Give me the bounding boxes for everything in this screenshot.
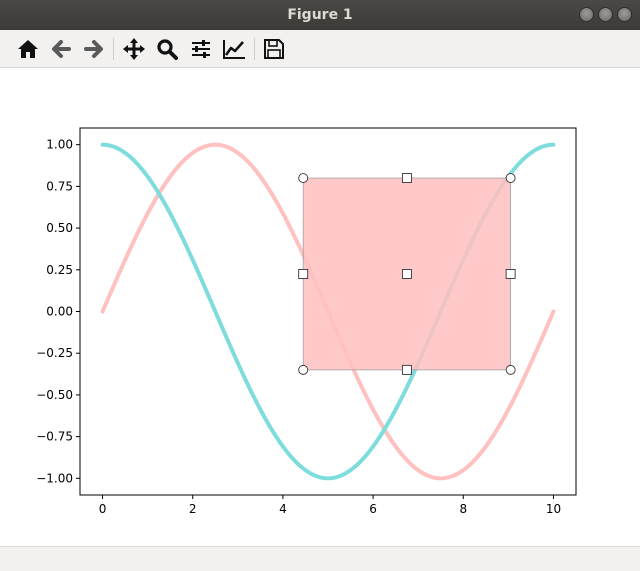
arrow-left-icon bbox=[52, 40, 71, 58]
pan-button[interactable] bbox=[121, 35, 147, 63]
x-tick-label: 0 bbox=[99, 502, 107, 516]
x-tick-label: 10 bbox=[546, 502, 561, 516]
y-tick-label: 0.25 bbox=[46, 263, 73, 277]
edge-handle bbox=[298, 269, 309, 279]
y-tick-label: −0.75 bbox=[36, 430, 73, 444]
status-bar bbox=[0, 546, 640, 571]
figure-canvas[interactable]: 0 2 4 6 8 10 1.00 0.75 0.50 0.25 0.00 −0.25 −0.50 −0.… bbox=[0, 68, 640, 546]
y-tick-label: −0.25 bbox=[36, 346, 73, 360]
toolbar-separator bbox=[113, 38, 114, 60]
y-tick-label: −1.00 bbox=[36, 471, 73, 485]
forward-button[interactable] bbox=[81, 35, 107, 63]
floppy-disk-icon bbox=[264, 39, 284, 59]
zoom-button[interactable] bbox=[154, 35, 180, 63]
sliders-icon bbox=[192, 40, 210, 58]
home-icon bbox=[18, 40, 38, 58]
corner-handle bbox=[505, 173, 516, 183]
x-tick-label: 4 bbox=[279, 502, 287, 516]
home-button[interactable] bbox=[15, 35, 41, 63]
close-button[interactable] bbox=[617, 7, 632, 22]
maximize-button[interactable] bbox=[598, 7, 613, 22]
toolbar-separator bbox=[254, 38, 255, 60]
title-bar: Figure 1 bbox=[0, 0, 640, 30]
toolbar bbox=[0, 30, 640, 68]
corner-handle bbox=[298, 173, 309, 183]
save-button[interactable] bbox=[261, 35, 287, 63]
edge-handle bbox=[505, 269, 516, 279]
axes-frame bbox=[79, 127, 577, 496]
y-tick-label: 0.50 bbox=[46, 221, 73, 235]
edge-handle bbox=[401, 269, 412, 279]
x-tick-label: 8 bbox=[459, 502, 467, 516]
y-tick-label: 0.75 bbox=[46, 179, 73, 193]
y-tick-label: 0.00 bbox=[46, 305, 73, 319]
magnifier-icon bbox=[157, 39, 178, 60]
subplots-button[interactable] bbox=[188, 35, 214, 63]
minimize-button[interactable] bbox=[579, 7, 594, 22]
line-chart-icon bbox=[223, 40, 245, 59]
arrow-right-icon bbox=[84, 40, 103, 58]
y-tick-label: 1.00 bbox=[46, 138, 73, 152]
x-tick-label: 6 bbox=[369, 502, 377, 516]
back-button[interactable] bbox=[48, 35, 74, 63]
window-controls bbox=[579, 7, 632, 22]
x-tick-label: 2 bbox=[189, 502, 197, 516]
plot-area[interactable]: 0 2 4 6 8 10 1.00 0.75 0.50 0.25 0.00 −0.25 −0.50 −0.… bbox=[0, 68, 640, 546]
edge-handle bbox=[401, 173, 412, 183]
window-title: Figure 1 bbox=[287, 7, 353, 23]
corner-handle bbox=[505, 364, 516, 375]
edit-axes-button[interactable] bbox=[221, 35, 247, 63]
corner-handle bbox=[298, 364, 309, 375]
edge-handle bbox=[401, 364, 412, 375]
move-icon bbox=[123, 38, 145, 60]
y-tick-label: −0.50 bbox=[36, 388, 73, 402]
